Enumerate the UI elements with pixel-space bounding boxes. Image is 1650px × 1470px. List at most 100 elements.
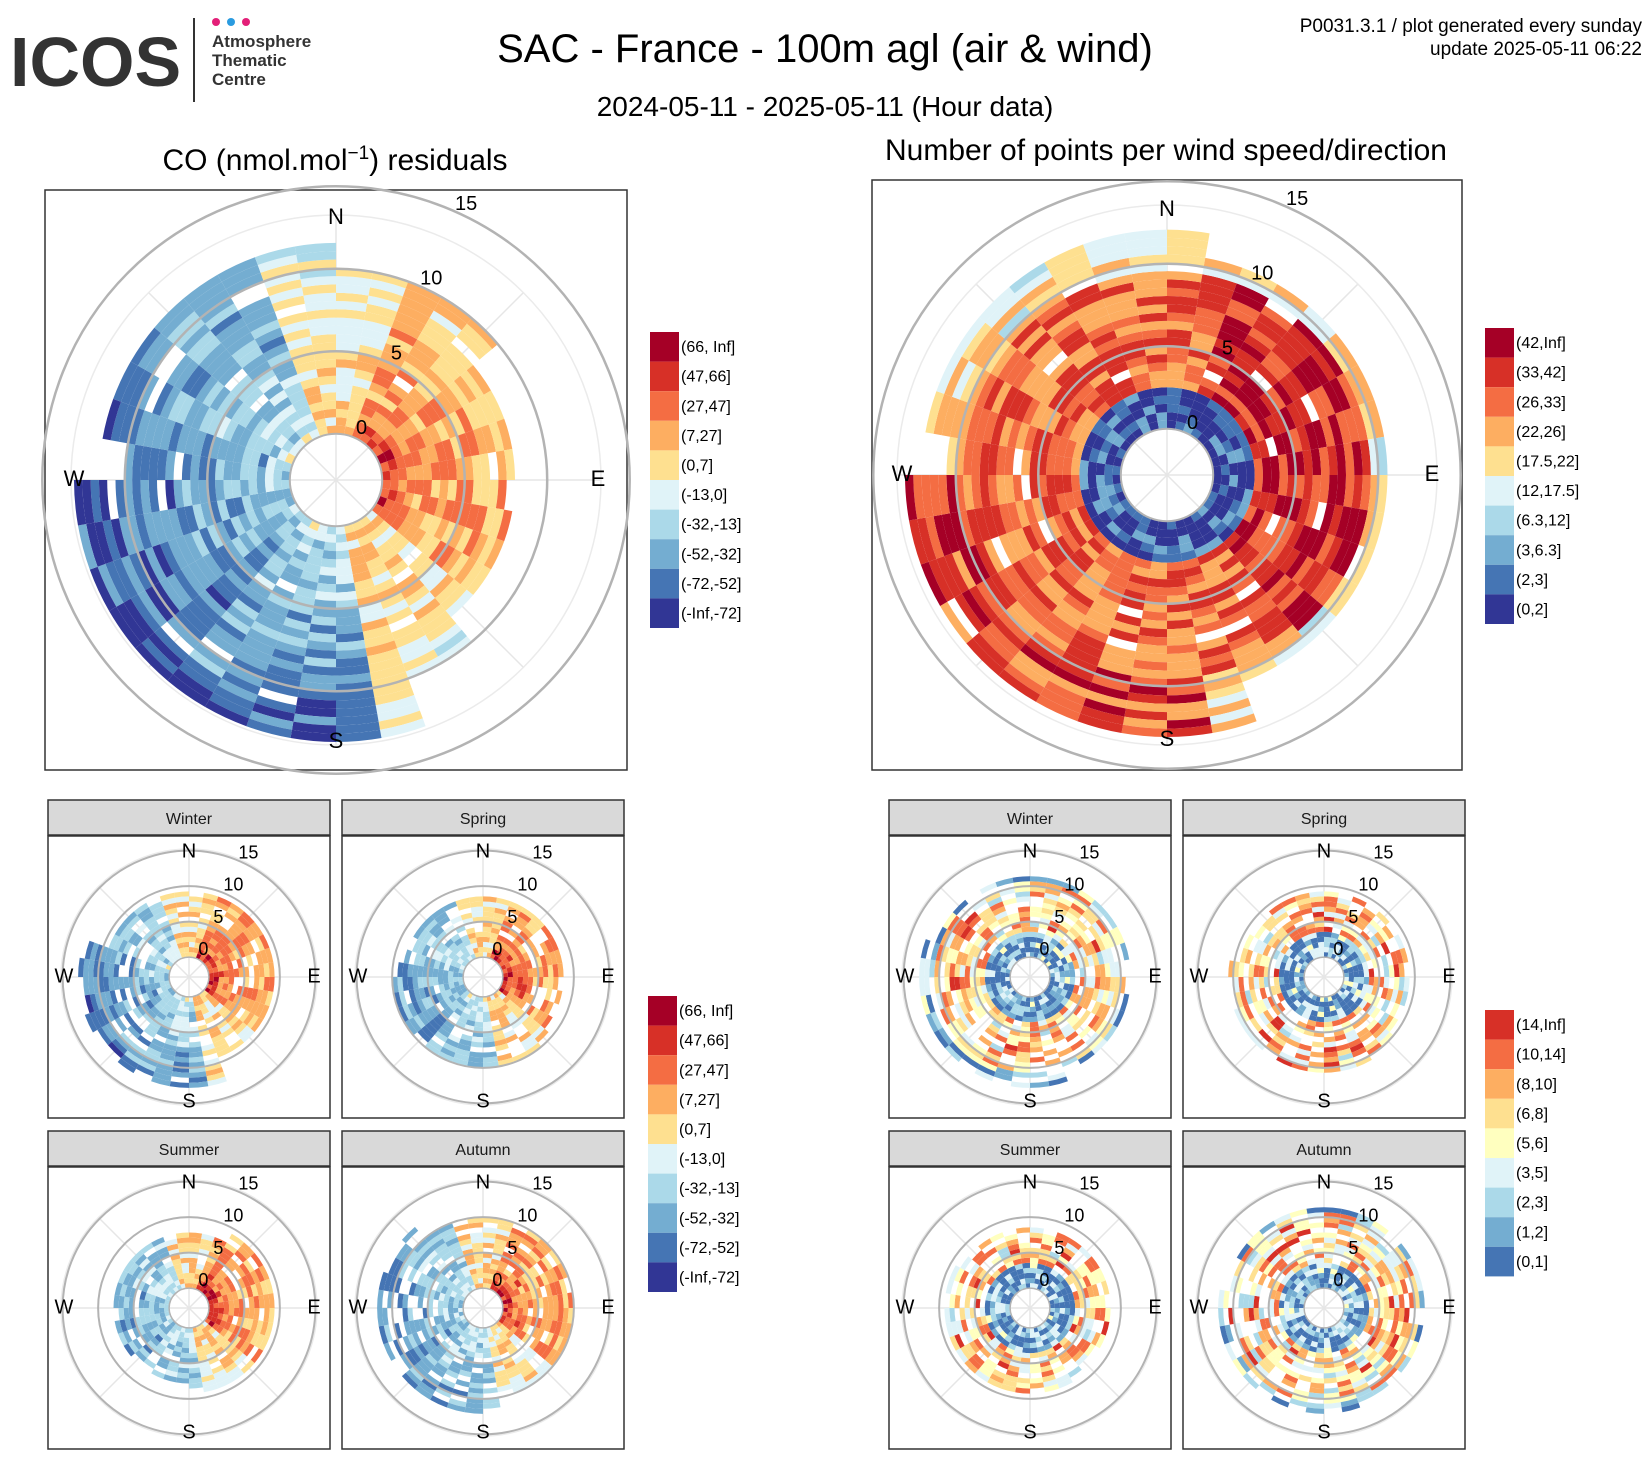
tile — [1131, 529, 1146, 542]
tile — [205, 1067, 224, 1077]
tile — [1246, 527, 1265, 548]
tile — [1218, 453, 1229, 466]
tile — [1030, 1267, 1037, 1274]
tile — [130, 327, 161, 366]
tile — [980, 959, 988, 970]
tile — [267, 429, 282, 445]
tile — [1266, 539, 1287, 564]
tile — [1154, 403, 1167, 414]
tile — [90, 480, 103, 523]
tile — [402, 492, 415, 508]
tile — [391, 319, 422, 340]
tile — [949, 1308, 956, 1322]
tile — [490, 932, 499, 940]
tile — [158, 992, 166, 1000]
tile — [480, 506, 496, 536]
tile — [173, 569, 199, 601]
tile — [163, 989, 170, 997]
tile — [1300, 527, 1320, 557]
tile — [1040, 543, 1062, 569]
tile — [987, 990, 996, 1000]
tile — [388, 382, 409, 401]
tile — [254, 613, 284, 633]
tile — [1244, 593, 1272, 616]
tile — [979, 627, 1015, 663]
tile — [1030, 886, 1046, 893]
facet-strip-label: Winter — [1007, 811, 1054, 828]
speed-tick-label: 10 — [1064, 1206, 1084, 1226]
tile — [229, 902, 245, 916]
tile — [147, 1023, 159, 1034]
tile — [166, 954, 173, 961]
tile — [1188, 347, 1212, 362]
compass-east-label: E — [1425, 461, 1440, 486]
tile — [1080, 1009, 1091, 1023]
tile — [422, 402, 441, 424]
tile — [1030, 926, 1039, 933]
tile — [216, 1046, 232, 1058]
tile — [189, 1061, 205, 1068]
tile — [392, 536, 410, 554]
tile — [1033, 952, 1039, 959]
tile — [966, 405, 984, 441]
tile — [1167, 626, 1196, 638]
tile — [415, 407, 434, 428]
tile — [527, 977, 534, 986]
tile — [1296, 425, 1311, 452]
tile — [483, 1011, 490, 1018]
tile — [132, 995, 142, 1008]
tile — [1291, 365, 1315, 394]
tile — [1012, 1003, 1020, 1010]
tile — [1167, 561, 1184, 571]
tile — [360, 405, 376, 419]
tile — [246, 718, 292, 738]
tile — [952, 550, 977, 590]
tile — [173, 1014, 182, 1022]
tile — [946, 436, 959, 475]
tile — [121, 365, 146, 405]
compass-west-label: W — [55, 1296, 74, 1318]
tile — [513, 920, 525, 931]
tile — [1202, 266, 1240, 284]
tile — [218, 1308, 225, 1315]
tile — [1271, 516, 1289, 540]
tile — [1272, 433, 1287, 456]
tile — [503, 915, 516, 925]
tile — [1167, 295, 1199, 307]
tile — [104, 947, 114, 963]
tile — [390, 429, 405, 445]
tile — [995, 965, 1002, 972]
tile — [997, 1011, 1008, 1021]
tile — [231, 938, 242, 950]
tile — [214, 901, 230, 912]
tile — [397, 504, 411, 520]
tile — [159, 1308, 165, 1314]
tile — [181, 1016, 189, 1023]
tile — [1084, 567, 1107, 587]
tile — [94, 1009, 107, 1028]
tile — [207, 920, 220, 930]
speed-tick-label: 15 — [1079, 1173, 1099, 1193]
tile — [397, 541, 416, 560]
tile — [263, 1308, 270, 1322]
tile — [1212, 465, 1222, 475]
tile — [1167, 229, 1210, 242]
tile — [1041, 1038, 1055, 1047]
tile — [973, 995, 983, 1008]
tile — [1108, 306, 1139, 323]
tile — [1004, 989, 1011, 997]
tile — [1268, 291, 1304, 319]
tile — [153, 1308, 160, 1315]
tile — [189, 931, 197, 938]
tile — [1199, 377, 1220, 392]
tile — [365, 640, 398, 657]
tile — [1061, 887, 1078, 899]
tile — [215, 994, 224, 1003]
tile — [1068, 1015, 1081, 1028]
tile — [163, 1043, 177, 1052]
tile — [437, 296, 473, 324]
tile — [123, 1012, 135, 1026]
compass-east-label: E — [601, 1296, 614, 1318]
tile — [453, 971, 459, 977]
tile — [1257, 510, 1273, 532]
